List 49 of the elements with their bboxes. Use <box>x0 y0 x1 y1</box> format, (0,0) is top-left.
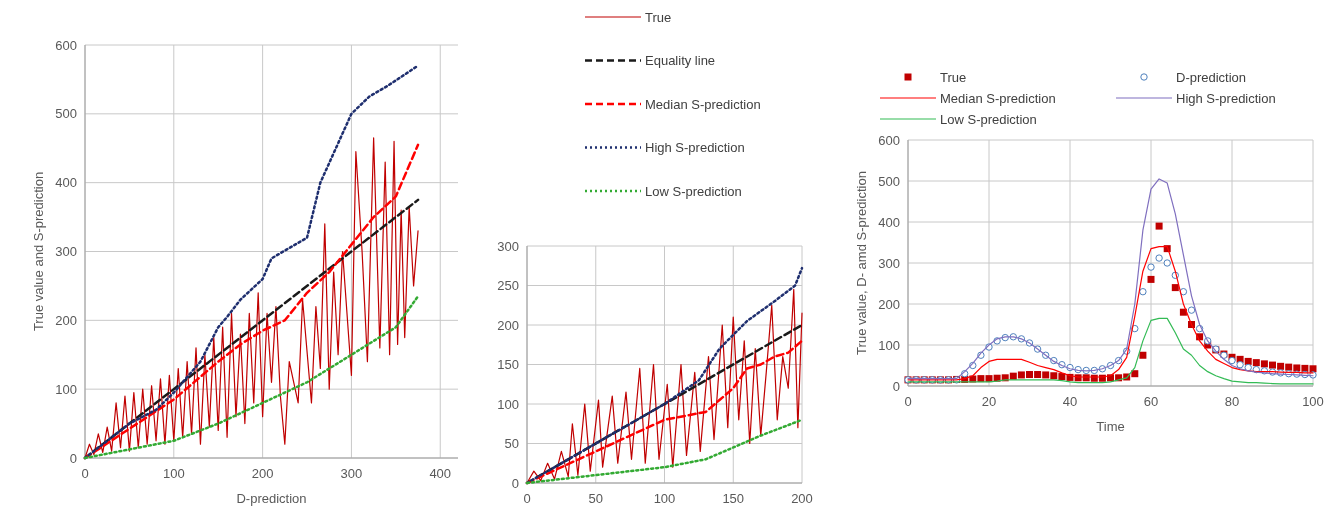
y-tick-label: 600 <box>55 37 77 53</box>
y-tick-label: 250 <box>497 278 519 293</box>
legend-label: High S-prediction <box>1176 90 1276 106</box>
x-tick-label: 100 <box>653 491 676 506</box>
y-tick-label: 100 <box>878 337 900 353</box>
y-tick-label: 300 <box>497 238 519 254</box>
legend-label: High S-prediction <box>645 140 745 155</box>
y-tick-label: 400 <box>878 214 900 230</box>
legend-label: Low S-prediction <box>645 183 742 199</box>
y-tick-label: 100 <box>55 381 77 397</box>
x-tick-label: 200 <box>251 466 274 481</box>
x-tick-label: 200 <box>791 491 813 506</box>
legend-label: Equality line <box>645 53 716 68</box>
legend-label: Low S-prediction <box>940 111 1037 127</box>
x-tick-label: 100 <box>162 466 185 481</box>
x-axis-title: D-prediction <box>236 491 307 506</box>
x-tick-label: 0 <box>523 491 531 506</box>
legend-label: True <box>940 69 967 85</box>
y-tick-label: 0 <box>892 378 900 394</box>
x-tick-label: 40 <box>1062 394 1078 409</box>
y-tick-label: 200 <box>55 312 77 328</box>
x-tick-label: 50 <box>588 491 603 506</box>
x-tick-label: 400 <box>429 466 452 481</box>
legend-label: Median S-prediction <box>645 96 761 112</box>
legend-label: Median S-prediction <box>940 90 1056 106</box>
y-tick-label: 400 <box>55 175 77 191</box>
x-tick-label: 300 <box>340 466 363 481</box>
y-tick-label: 200 <box>497 317 519 333</box>
y-tick-label: 150 <box>497 357 519 372</box>
x-tick-label: 150 <box>722 491 745 506</box>
y-tick-label: 500 <box>878 173 900 189</box>
legend-label: D-prediction <box>1176 69 1247 85</box>
x-tick-label: 80 <box>1224 394 1240 409</box>
y-axis-title: True value and S-prediction <box>31 171 46 332</box>
y-tick-label: 300 <box>878 255 900 271</box>
legend-label: True <box>645 9 672 25</box>
y-tick-label: 50 <box>504 436 519 451</box>
x-tick-label: 100 <box>1302 394 1324 409</box>
y-tick-label: 200 <box>878 296 900 312</box>
x-tick-label: 20 <box>981 394 997 409</box>
y-tick-label: 500 <box>55 106 77 122</box>
x-tick-label: 0 <box>904 394 912 409</box>
x-tick-label: 0 <box>81 466 89 481</box>
y-axis-title: True value, D- amd S-prediction <box>854 171 869 355</box>
x-axis-title: Time <box>1096 419 1125 434</box>
y-tick-label: 600 <box>878 132 900 148</box>
y-tick-label: 300 <box>55 244 77 259</box>
y-tick-label: 0 <box>69 450 77 466</box>
x-tick-label: 60 <box>1143 394 1159 409</box>
